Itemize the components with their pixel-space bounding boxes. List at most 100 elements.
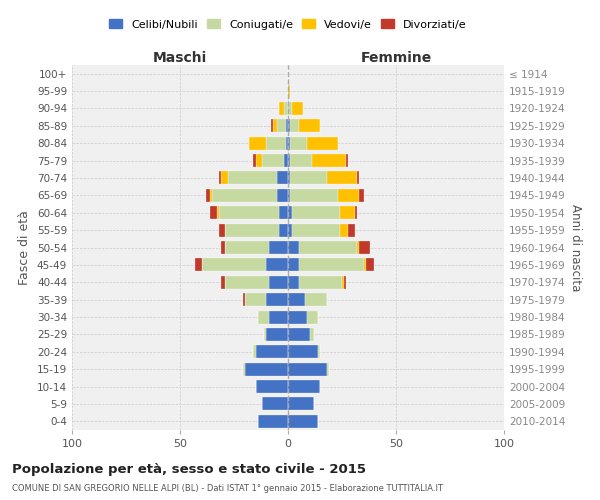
Bar [210, 206, 217, 220]
Bar [357, 241, 359, 254]
Bar [305, 293, 327, 306]
Bar [359, 189, 364, 202]
Bar [288, 120, 290, 132]
Bar [226, 276, 269, 289]
Bar [210, 189, 212, 202]
Bar [288, 84, 290, 98]
Text: Maschi: Maschi [153, 51, 207, 65]
Bar [338, 189, 359, 202]
Bar [277, 189, 288, 202]
Bar [262, 154, 284, 167]
Text: Popolazione per età, sesso e stato civile - 2015: Popolazione per età, sesso e stato civil… [12, 462, 366, 475]
Bar [219, 224, 226, 236]
Legend: Celibi/Nubili, Coniugati/e, Vedovi/e, Divorziati/e: Celibi/Nubili, Coniugati/e, Vedovi/e, Di… [106, 16, 470, 33]
Bar [277, 172, 288, 184]
Bar [266, 293, 288, 306]
Bar [355, 206, 357, 220]
Bar [290, 189, 338, 202]
Bar [271, 120, 273, 132]
Bar [340, 206, 355, 220]
Bar [266, 136, 286, 149]
Bar [342, 276, 344, 289]
Y-axis label: Anni di nascita: Anni di nascita [569, 204, 582, 291]
Bar [242, 362, 245, 376]
Bar [286, 136, 288, 149]
Bar [344, 276, 346, 289]
Bar [284, 154, 288, 167]
Bar [221, 276, 226, 289]
Bar [221, 241, 226, 254]
Bar [288, 241, 299, 254]
Bar [269, 310, 288, 324]
Bar [258, 415, 288, 428]
Bar [249, 136, 266, 149]
Bar [312, 154, 346, 167]
Bar [256, 380, 288, 393]
Bar [288, 415, 318, 428]
Bar [346, 154, 349, 167]
Bar [288, 293, 305, 306]
Bar [349, 224, 355, 236]
Bar [206, 189, 210, 202]
Bar [256, 154, 262, 167]
Bar [288, 206, 292, 220]
Bar [266, 328, 288, 341]
Bar [284, 102, 288, 115]
Bar [327, 362, 329, 376]
Bar [202, 258, 266, 272]
Bar [357, 172, 359, 184]
Bar [258, 310, 269, 324]
Bar [256, 346, 288, 358]
Bar [245, 293, 266, 306]
Bar [288, 346, 318, 358]
Bar [269, 241, 288, 254]
Bar [290, 154, 312, 167]
Bar [307, 136, 338, 149]
Bar [226, 241, 269, 254]
Bar [364, 258, 366, 272]
Bar [253, 154, 256, 167]
Bar [288, 172, 290, 184]
Bar [288, 362, 327, 376]
Bar [253, 346, 256, 358]
Text: Femmine: Femmine [361, 51, 431, 65]
Bar [288, 154, 290, 167]
Bar [219, 206, 280, 220]
Bar [266, 258, 288, 272]
Bar [226, 224, 280, 236]
Bar [366, 258, 374, 272]
Bar [264, 328, 266, 341]
Bar [212, 189, 277, 202]
Bar [299, 241, 357, 254]
Bar [318, 346, 320, 358]
Bar [221, 172, 227, 184]
Y-axis label: Fasce di età: Fasce di età [19, 210, 31, 285]
Bar [290, 172, 327, 184]
Bar [327, 172, 357, 184]
Bar [262, 398, 288, 410]
Bar [227, 172, 277, 184]
Bar [288, 258, 299, 272]
Bar [288, 276, 299, 289]
Bar [292, 206, 340, 220]
Bar [288, 189, 290, 202]
Bar [288, 328, 310, 341]
Bar [290, 120, 299, 132]
Bar [307, 310, 318, 324]
Bar [242, 293, 245, 306]
Bar [292, 102, 303, 115]
Bar [288, 136, 290, 149]
Bar [292, 224, 340, 236]
Bar [299, 120, 320, 132]
Bar [288, 102, 292, 115]
Bar [280, 206, 288, 220]
Bar [288, 380, 320, 393]
Bar [299, 276, 342, 289]
Bar [288, 310, 307, 324]
Bar [280, 102, 284, 115]
Bar [269, 276, 288, 289]
Bar [219, 172, 221, 184]
Bar [288, 398, 314, 410]
Bar [290, 136, 307, 149]
Bar [280, 224, 288, 236]
